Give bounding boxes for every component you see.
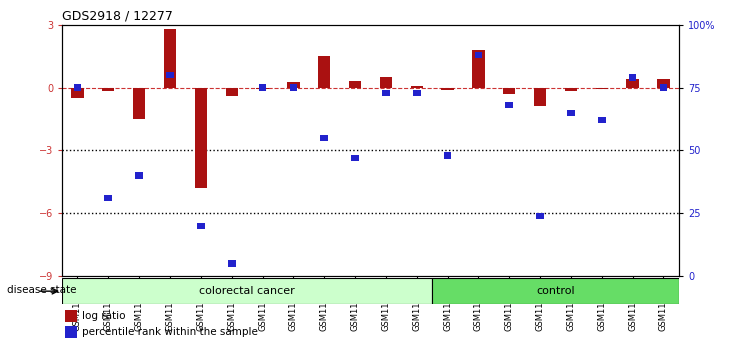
Bar [410,86,423,88]
Bar [102,88,115,91]
Bar [287,82,299,88]
Bar [72,88,84,98]
Bar [380,77,392,88]
Bar [135,172,143,179]
Bar [565,88,577,91]
Text: colorectal cancer: colorectal cancer [199,286,295,296]
Text: log ratio: log ratio [82,311,126,321]
Bar [65,310,77,322]
Bar [629,74,637,81]
Text: GDS2918 / 12277: GDS2918 / 12277 [62,9,173,22]
Bar [166,72,174,78]
Text: control: control [537,286,575,296]
Bar [537,213,544,219]
Bar [432,278,679,304]
Bar [320,135,328,141]
Bar [505,102,513,108]
Bar [318,56,331,88]
Bar [660,85,667,91]
Bar [226,88,238,96]
Bar [74,85,81,91]
Bar [65,326,77,338]
Bar [197,223,204,229]
Bar [598,117,606,124]
Bar [474,52,483,58]
Bar [472,50,485,88]
Bar [413,90,420,96]
Bar [349,81,361,88]
Bar [567,110,575,116]
Bar [351,155,359,161]
Bar [164,29,176,88]
Bar [62,278,432,304]
Bar [258,85,266,91]
Bar [626,79,639,88]
Text: percentile rank within the sample: percentile rank within the sample [82,327,258,337]
Text: disease state: disease state [7,285,77,295]
Bar [133,88,145,119]
Bar [382,90,390,96]
Bar [228,261,236,267]
Bar [290,85,297,91]
Bar [195,88,207,188]
Bar [444,152,451,159]
Bar [104,195,112,201]
Bar [503,88,515,94]
Bar [534,88,546,107]
Bar [657,79,669,88]
Bar [442,88,454,90]
